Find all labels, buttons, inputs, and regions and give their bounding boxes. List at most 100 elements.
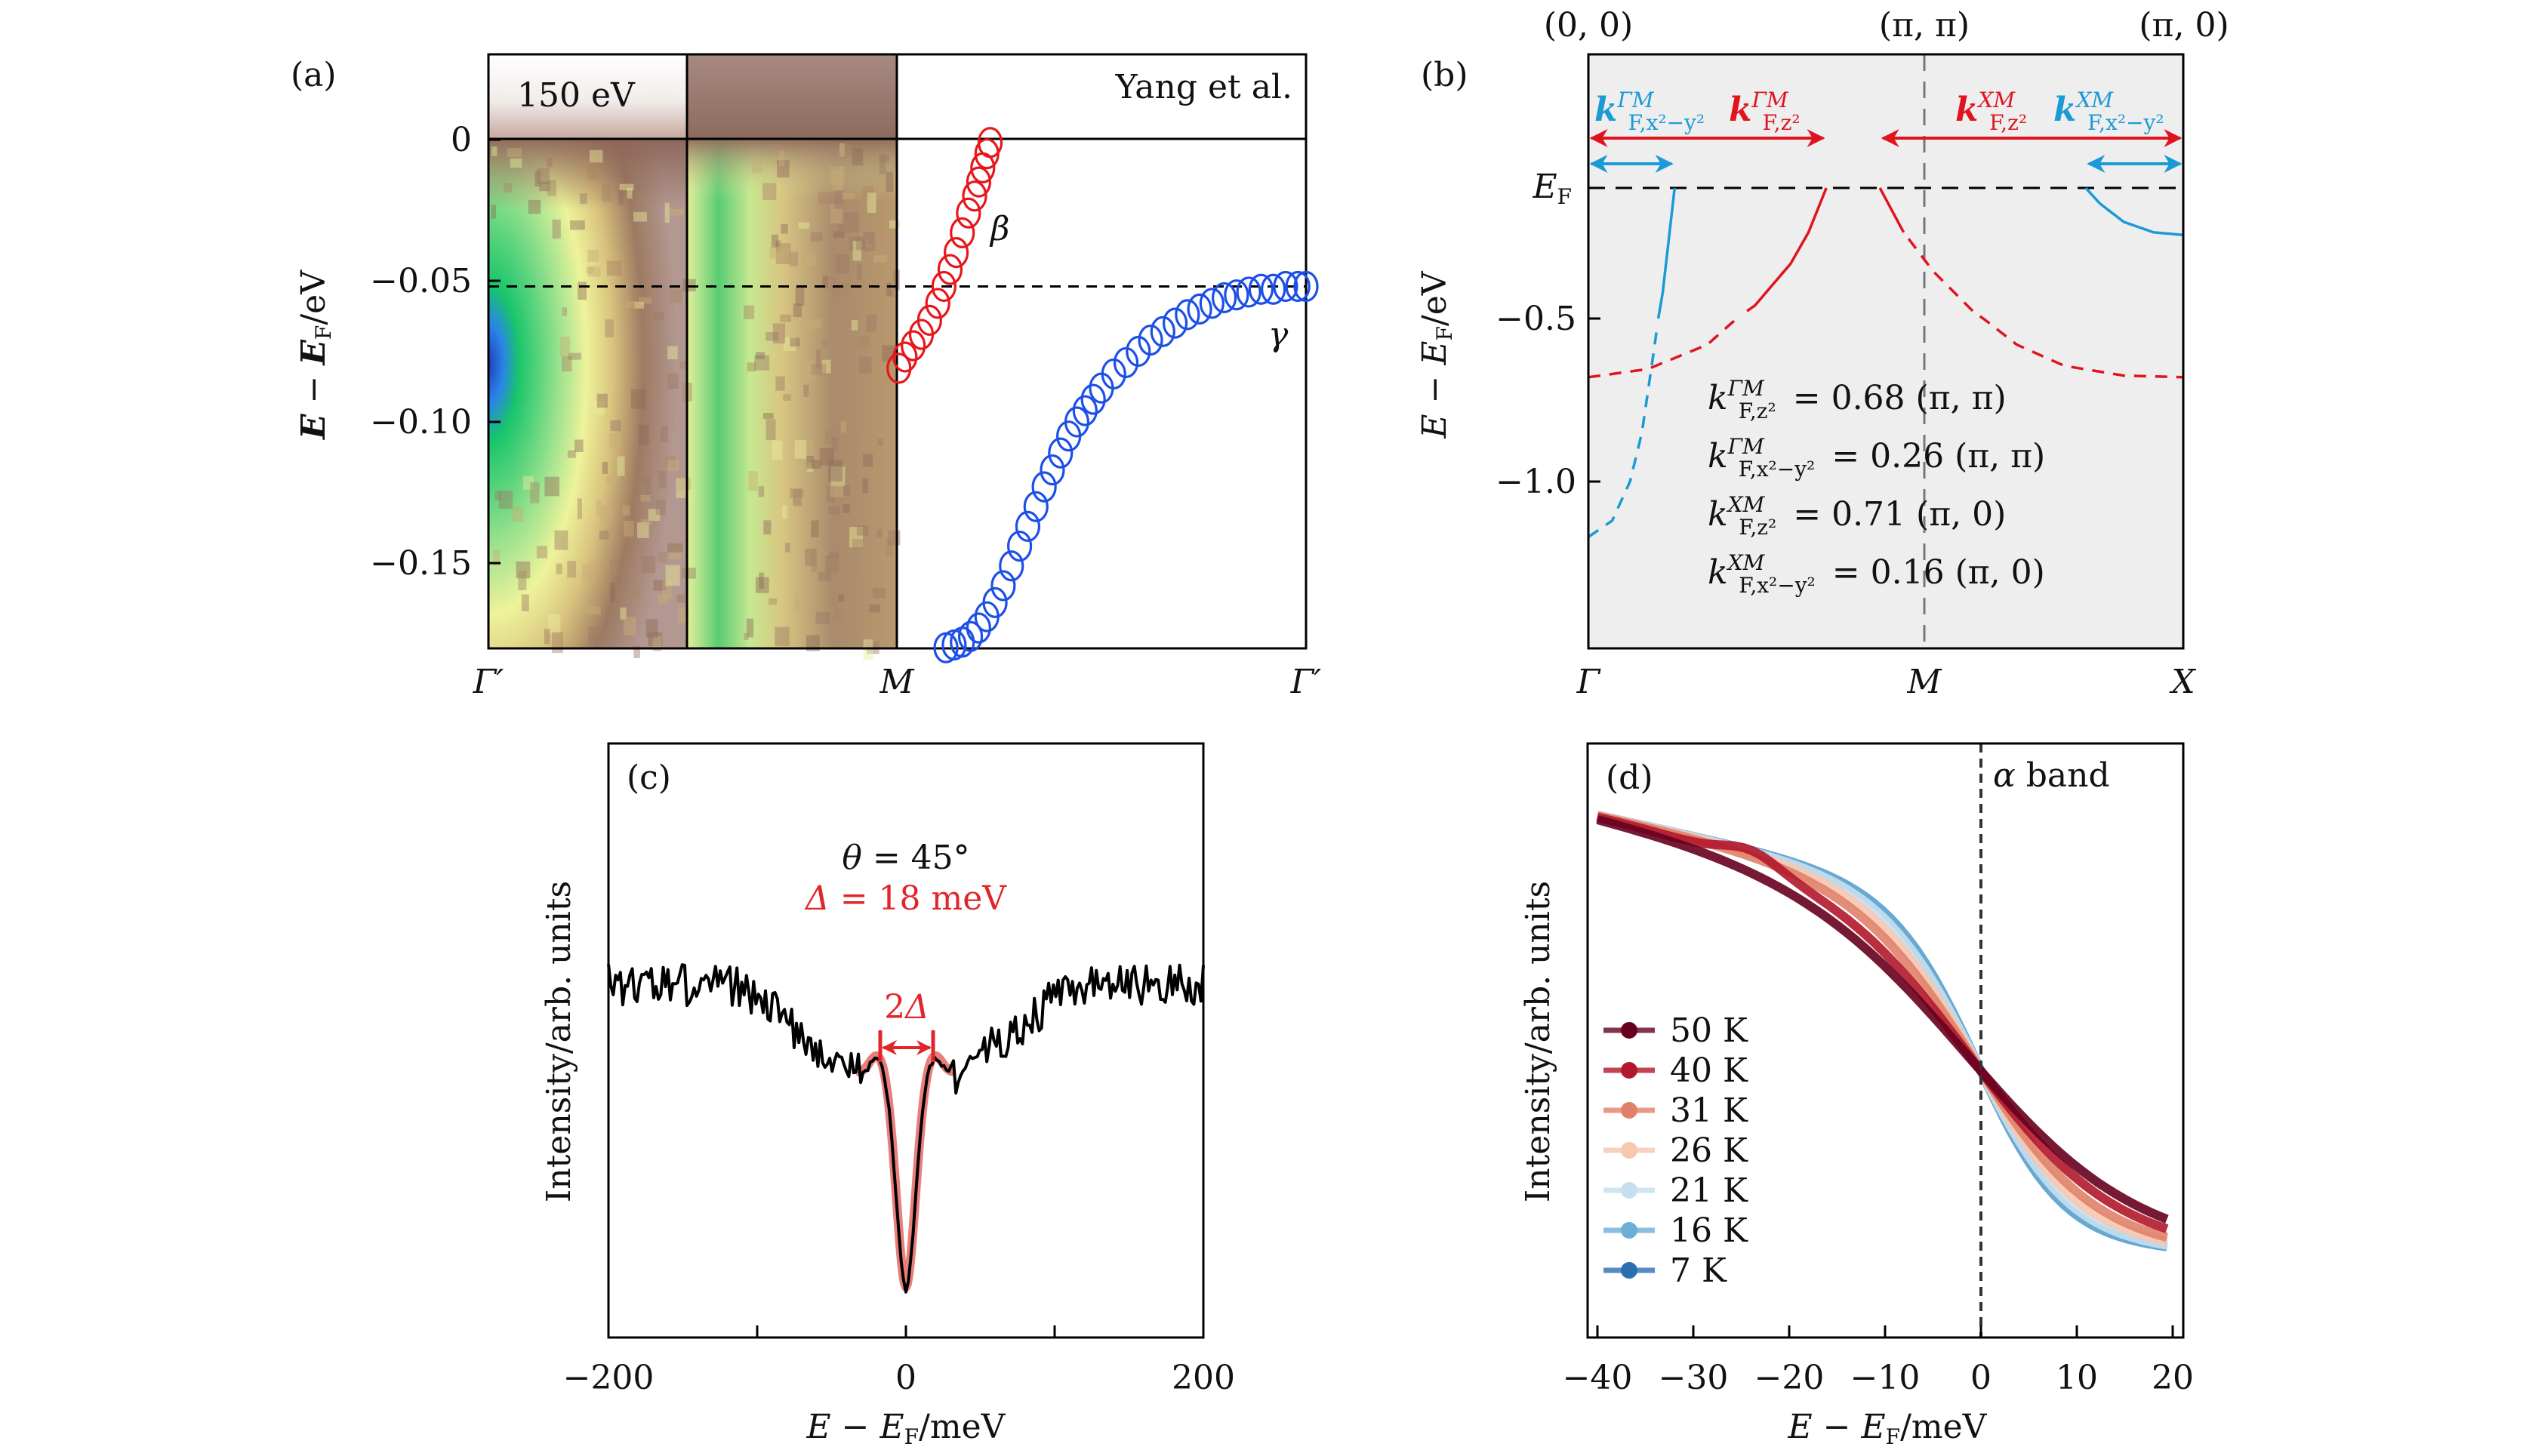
band-point-γ <box>1162 307 1188 339</box>
map-texture-patch <box>781 223 788 234</box>
map-texture-patch <box>645 619 658 638</box>
panel-a-ytick-label: −0.15 <box>370 544 472 583</box>
band-point-γ <box>1293 270 1319 303</box>
map-texture-patch <box>755 577 769 593</box>
map-texture-patch <box>654 312 664 321</box>
map-texture-patch <box>652 636 662 651</box>
map-texture-patch <box>493 549 501 566</box>
map-texture-patch <box>562 307 568 316</box>
map-texture-patch <box>602 461 608 474</box>
map-texture-patch <box>624 617 636 636</box>
map-texture-patch <box>754 355 770 371</box>
band-point-β <box>966 166 992 198</box>
map-texture-patch <box>605 319 614 338</box>
map-texture-patch <box>833 231 845 238</box>
map-texture-patch <box>766 332 779 341</box>
panel-a-map-shade-right <box>687 139 897 648</box>
map-texture-patch <box>851 320 858 331</box>
map-texture-patch <box>806 635 820 651</box>
map-texture-patch <box>637 522 649 538</box>
map-texture-patch <box>769 246 783 259</box>
panel-b-xtick-gamma: Γ <box>1576 663 1601 701</box>
map-texture-patch <box>852 148 864 166</box>
map-texture-patch <box>862 186 873 199</box>
map-texture-patch <box>822 276 829 289</box>
map-texture-patch <box>640 494 651 502</box>
legend-marker <box>1621 1142 1637 1159</box>
legend-label: 31 K <box>1670 1091 1748 1130</box>
map-texture-patch <box>494 491 501 500</box>
map-texture-patch <box>759 572 764 589</box>
map-texture-patch <box>522 476 534 490</box>
svg-text:Intensity/arb. units: Intensity/arb. units <box>540 881 578 1202</box>
map-texture-patch <box>510 159 522 168</box>
map-texture-patch <box>605 476 619 483</box>
band-point-γ <box>1273 270 1298 303</box>
band-point-γ <box>1224 279 1249 311</box>
svg-text:E − EF/eV: E − EF/eV <box>294 269 336 441</box>
band-point-γ <box>982 586 1008 618</box>
map-texture-patch <box>868 604 881 613</box>
band-point-γ <box>1006 530 1033 562</box>
panel-d-y-axis-label: Intensity/arb. units <box>1519 881 1557 1202</box>
map-texture-patch <box>610 420 621 432</box>
panel-a-y-axis-label: E − EF/eV <box>294 269 336 441</box>
map-texture-patch <box>888 530 901 546</box>
map-texture-patch <box>793 489 802 506</box>
map-texture-patch <box>491 146 497 156</box>
map-texture-patch <box>588 626 599 645</box>
band-point-γ <box>1040 454 1065 486</box>
map-texture-patch <box>811 520 819 537</box>
map-texture-patch <box>665 565 680 586</box>
map-texture-patch <box>867 233 873 245</box>
map-texture-patch <box>658 551 667 562</box>
map-texture-patch <box>632 586 640 599</box>
map-texture-patch <box>534 171 541 187</box>
panel-b-bands <box>1588 186 2183 538</box>
panel-a-map-shade <box>488 139 687 648</box>
map-texture-patch <box>606 260 621 276</box>
map-texture-patch <box>815 349 821 369</box>
panel-a-ytick-label: −0.10 <box>370 403 472 442</box>
kf-arrow-label: kΓM F,z² <box>1729 88 1801 135</box>
map-texture-patch <box>587 606 601 615</box>
panel-c-xtick-0: 0 <box>895 1359 916 1397</box>
panel-a-xtick-gamma-prime-right: Γ′ <box>1290 663 1322 701</box>
map-texture-patch <box>627 188 633 199</box>
map-texture-patch <box>562 356 572 372</box>
map-texture-patch <box>552 632 563 654</box>
band-point-β <box>925 288 950 319</box>
band-point-β <box>943 237 969 269</box>
map-texture-patch <box>568 352 581 360</box>
map-texture-patch <box>559 337 571 356</box>
map-texture-patch <box>856 236 866 251</box>
map-texture-patch <box>784 543 790 553</box>
panel-b-background <box>1588 54 2183 648</box>
map-texture-patch <box>849 527 863 548</box>
band-point-γ <box>1080 383 1106 415</box>
map-texture-patch <box>838 143 851 158</box>
panel-c-xtick--200: −200 <box>563 1359 655 1397</box>
legend-label: 50 K <box>1670 1011 1748 1050</box>
band-point-γ <box>1031 471 1057 503</box>
map-texture-patch <box>633 645 640 658</box>
panel-a: (a) 150 eV Yang et al. 0−0.05−0.10−0.15 … <box>291 53 1322 701</box>
map-texture-patch <box>575 439 584 452</box>
map-texture-patch <box>852 241 861 261</box>
kf-value-line: kXM F,x²−y² = 0.16 (π, 0) <box>1708 550 2045 598</box>
map-texture-patch <box>587 250 599 262</box>
map-texture-patch <box>811 551 818 572</box>
map-texture-patch <box>667 373 679 389</box>
map-texture-patch <box>863 639 873 660</box>
panel-a-band-points <box>886 127 1319 663</box>
band-point-γ <box>1211 282 1237 314</box>
legend-label: 40 K <box>1670 1051 1748 1090</box>
map-texture-patch <box>766 419 776 440</box>
map-texture-patch <box>537 168 550 184</box>
map-texture-patch <box>633 212 648 222</box>
map-texture-patch <box>630 389 646 409</box>
map-texture-patch <box>856 525 869 536</box>
map-texture-patch <box>830 466 846 487</box>
map-texture-patch <box>653 580 667 591</box>
map-texture-patch <box>839 143 845 157</box>
